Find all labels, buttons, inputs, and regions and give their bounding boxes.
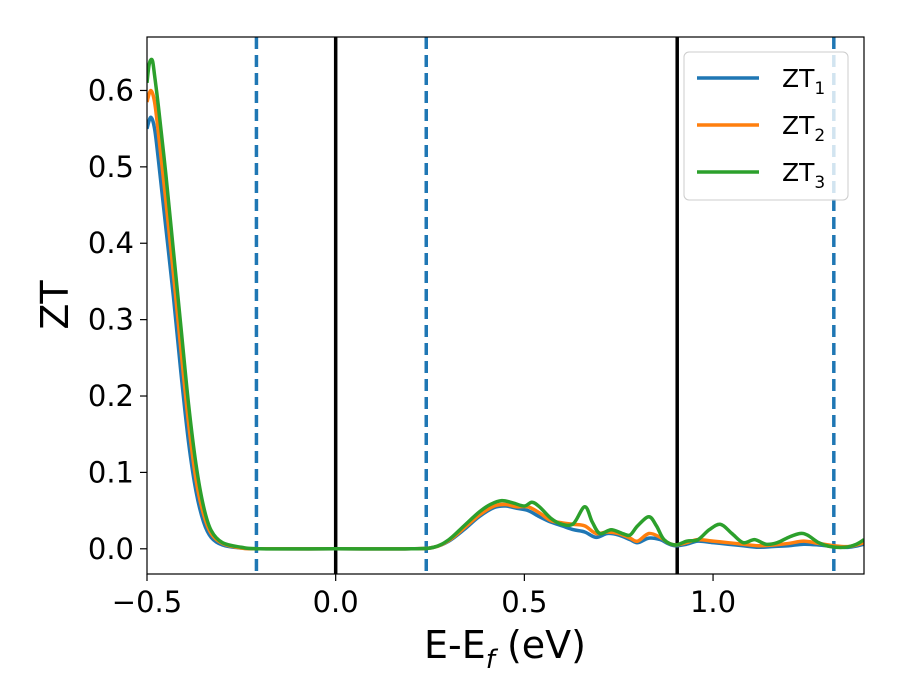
legend-label-zt2: ZT2 bbox=[782, 111, 825, 146]
legend-box bbox=[683, 51, 849, 201]
x-tick-label: 0.0 bbox=[313, 585, 359, 619]
x-tick-label: 0.5 bbox=[501, 585, 547, 619]
series-lines bbox=[147, 57, 864, 551]
plot-frame bbox=[146, 36, 865, 575]
x-tick-label: −0.5 bbox=[112, 585, 182, 619]
legend: ZT1 ZT2 ZT3 bbox=[683, 51, 849, 201]
y-tick-label: 0.4 bbox=[88, 226, 134, 260]
legend-label-zt3: ZT3 bbox=[782, 158, 825, 193]
series-line-zt2 bbox=[147, 88, 864, 551]
x-tick-label: 1.0 bbox=[690, 585, 736, 619]
y-tick-label: 0.0 bbox=[88, 532, 134, 566]
y-tick-label: 0.3 bbox=[88, 303, 134, 337]
y-axis-label: ZT bbox=[33, 280, 77, 330]
x-axis-label: E-Ef (eV) bbox=[424, 623, 586, 675]
y-tick-label: 0.5 bbox=[88, 150, 134, 184]
x-axis: −0.5 0.0 0.5 1.0 bbox=[112, 574, 736, 619]
legend-label-zt1: ZT1 bbox=[782, 64, 825, 99]
series-line-zt3 bbox=[147, 57, 864, 551]
y-tick-label: 0.6 bbox=[88, 73, 134, 107]
reference-lines bbox=[254, 37, 836, 574]
y-tick-label: 0.1 bbox=[88, 455, 134, 489]
y-tick-label: 0.2 bbox=[88, 379, 134, 413]
y-axis: 0.0 0.1 0.2 0.3 0.4 0.5 0.6 bbox=[88, 73, 147, 566]
